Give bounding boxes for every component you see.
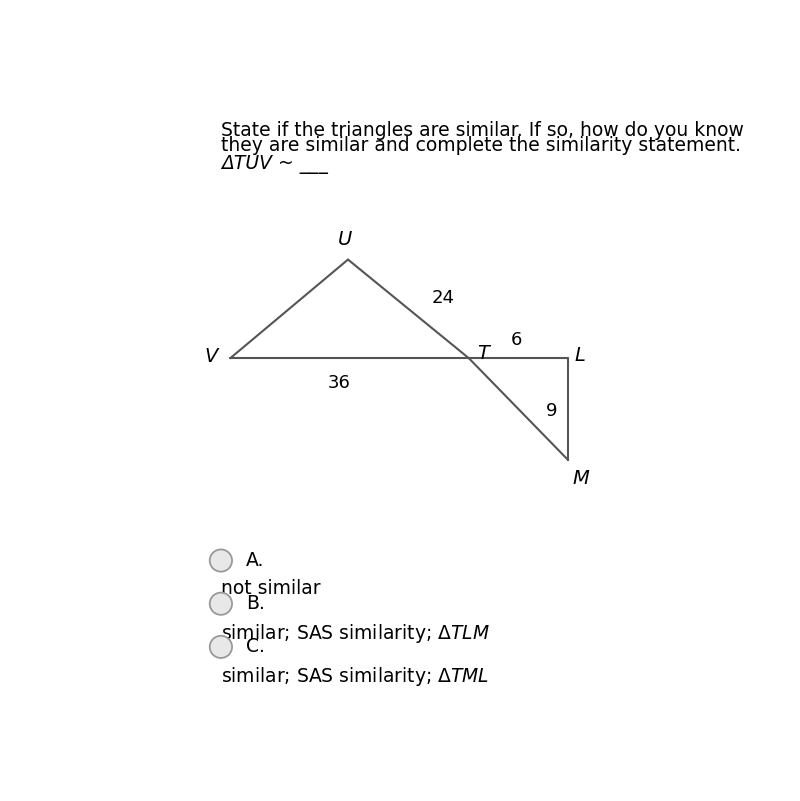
Text: A.: A. [246, 551, 264, 570]
Text: B.: B. [246, 594, 265, 614]
Text: 24: 24 [432, 289, 454, 308]
Text: $M$: $M$ [573, 469, 590, 489]
Text: 9: 9 [546, 401, 557, 420]
Text: State if the triangles are similar. If so, how do you know: State if the triangles are similar. If s… [221, 121, 744, 140]
Text: 6: 6 [511, 331, 522, 349]
Text: $V$: $V$ [205, 347, 221, 366]
Text: they are similar and complete the similarity statement.: they are similar and complete the simila… [221, 136, 741, 155]
Circle shape [210, 636, 232, 658]
Text: similar; SAS similarity; $\mathit{\Delta}$$\mathit{TLM}$: similar; SAS similarity; $\mathit{\Delta… [221, 622, 490, 646]
Text: $L$: $L$ [574, 346, 586, 364]
Circle shape [210, 593, 232, 615]
Text: 36: 36 [327, 373, 350, 392]
Text: ΔTUV ~ ___: ΔTUV ~ ___ [221, 155, 328, 174]
Circle shape [210, 549, 232, 572]
Text: similar; SAS similarity; $\mathit{\Delta}$$\mathit{TML}$: similar; SAS similarity; $\mathit{\Delta… [221, 666, 490, 688]
Text: $T$: $T$ [477, 344, 492, 363]
Text: not similar: not similar [221, 579, 321, 598]
Text: $U$: $U$ [337, 230, 353, 249]
Text: C.: C. [246, 638, 265, 656]
